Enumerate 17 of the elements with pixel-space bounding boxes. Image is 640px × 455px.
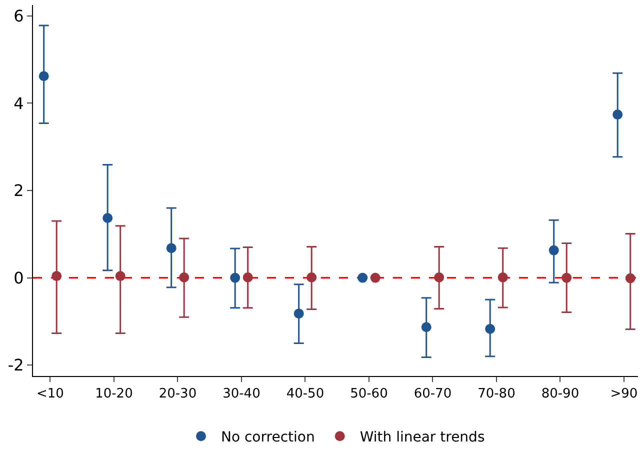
x-tick-label: 80-90	[541, 386, 580, 402]
x-tick-label: 30-40	[222, 386, 260, 402]
y-tick-label: 4	[14, 94, 24, 113]
y-tick-label: -2	[8, 356, 24, 375]
x-tick-label: 10-20	[95, 386, 133, 402]
x-tick-label: <10	[36, 386, 64, 402]
x-tick-label: 20-30	[158, 386, 197, 402]
y-tick-label: 2	[14, 181, 24, 200]
legend-label: No correction	[221, 430, 315, 446]
x-tick-label: >90	[610, 386, 638, 402]
y-tick-label: 0	[14, 268, 24, 288]
x-tick-label: 70-80	[478, 386, 516, 402]
x-tick-label: 60-70	[414, 386, 452, 402]
x-tick-label: 40-50	[286, 386, 324, 402]
y-tick-label: 6	[14, 6, 24, 26]
x-tick-label: 50-60	[350, 386, 388, 402]
legend-label: With linear trends	[360, 430, 485, 446]
